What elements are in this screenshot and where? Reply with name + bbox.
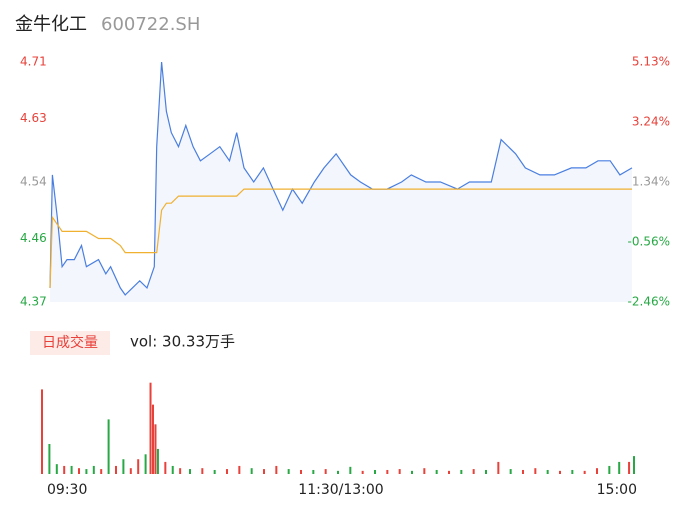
x-tick-label: 11:30/13:00 xyxy=(298,482,383,498)
volume-bar xyxy=(41,389,43,474)
volume-bar xyxy=(263,469,265,474)
volume-bar xyxy=(374,469,376,474)
volume-bar xyxy=(509,469,512,474)
volume-bar xyxy=(460,469,463,474)
volume-bar xyxy=(287,469,290,474)
volume-bar xyxy=(179,468,182,474)
volume-bar xyxy=(559,470,561,474)
volume-badge xyxy=(30,331,110,355)
x-tick-label: 15:00 xyxy=(597,482,637,498)
volume-bar xyxy=(546,469,549,474)
volume-bar xyxy=(324,469,327,474)
volume-bar xyxy=(122,459,125,474)
volume-bar xyxy=(107,419,110,474)
price-line xyxy=(49,61,633,296)
volume-bar xyxy=(156,448,159,474)
volume-bar xyxy=(55,464,58,474)
volume-bar xyxy=(70,465,73,474)
volume-bar xyxy=(171,465,174,474)
volume-bar xyxy=(78,468,80,474)
volume-bar xyxy=(164,461,167,474)
volume-bar xyxy=(189,469,191,474)
y-tick-label: 4.37 xyxy=(20,295,47,309)
volume-bar xyxy=(337,470,339,474)
volume-bar xyxy=(226,469,228,474)
volume-bar xyxy=(448,470,450,474)
volume-bar xyxy=(608,465,611,474)
volume-bar xyxy=(583,470,586,474)
volume-bar xyxy=(115,465,117,474)
y-tick-label: 4.71 xyxy=(20,55,47,69)
y-tick-label: 4.63 xyxy=(20,111,47,125)
volume-bar xyxy=(633,456,635,474)
x-tick-label: 09:30 xyxy=(47,482,87,498)
volume-bar xyxy=(100,469,103,474)
y2-tick-label: -0.56% xyxy=(628,234,670,248)
volume-bar xyxy=(149,382,152,474)
volume-bar xyxy=(137,459,140,474)
volume-bar xyxy=(144,454,147,474)
volume-bar xyxy=(349,466,352,474)
y-tick-label: 4.46 xyxy=(20,231,47,245)
volume-bar xyxy=(361,470,364,474)
volume-bar xyxy=(63,465,66,474)
stock-name: 金牛化工 xyxy=(15,14,87,35)
volume-bar xyxy=(85,469,88,474)
volume-bar xyxy=(628,461,631,474)
volume-bar xyxy=(250,468,253,474)
volume-bar xyxy=(238,465,241,474)
stock-code: 600722.SH xyxy=(101,14,200,35)
volume-bar xyxy=(485,469,487,474)
y2-tick-label: 5.13% xyxy=(632,55,670,69)
volume-total: vol: 30.33万手 xyxy=(130,333,235,351)
volume-title: 日成交量 xyxy=(42,334,98,351)
volume-bar xyxy=(398,469,401,474)
price-line xyxy=(49,188,632,288)
volume-bar xyxy=(201,468,204,474)
volume-bar xyxy=(534,468,537,474)
volume-bar xyxy=(154,424,157,474)
y2-tick-label: 1.34% xyxy=(632,174,670,188)
volume-bar xyxy=(472,469,475,474)
volume-bar xyxy=(435,469,438,474)
volume-bar xyxy=(571,469,574,474)
volume-bar xyxy=(497,461,500,474)
volume-bar xyxy=(213,469,216,474)
volume-bar xyxy=(411,470,413,474)
volume-bar xyxy=(300,469,302,474)
volume-bar xyxy=(48,444,51,474)
volume-bar xyxy=(386,469,389,474)
volume-bar xyxy=(312,469,315,474)
volume-bar xyxy=(152,404,154,474)
volume-bar xyxy=(522,469,524,474)
y-tick-label: 4.54 xyxy=(20,175,47,189)
y2-tick-label: 3.24% xyxy=(632,114,670,128)
y2-tick-label: -2.46% xyxy=(628,295,670,309)
volume-bar xyxy=(92,465,95,474)
volume-bar xyxy=(275,465,278,474)
volume-bar xyxy=(423,468,426,474)
volume-bar xyxy=(129,468,132,474)
volume-bar xyxy=(618,461,621,474)
price-area xyxy=(50,62,632,302)
volume-bar xyxy=(596,468,598,474)
